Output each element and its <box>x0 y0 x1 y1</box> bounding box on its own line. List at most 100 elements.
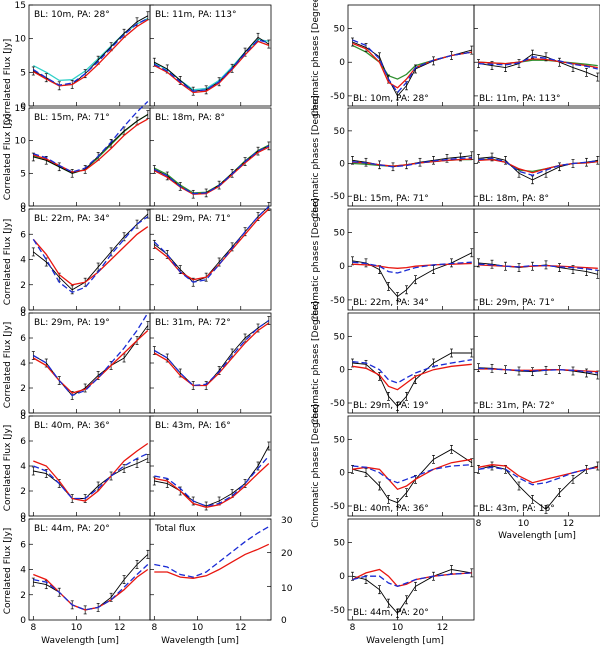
y-tick-label: 2 <box>20 281 26 291</box>
panel-label: BL: 18m, PA: 8° <box>155 113 225 123</box>
panel-label: BL: 43m, PA: 16° <box>155 421 231 431</box>
panel-frame <box>473 107 600 207</box>
x-tick-label: 8 <box>151 623 157 633</box>
xlabel-right-col-2: Wavelength [um] <box>498 531 576 541</box>
panel-13: BL: 11m, PA: 113° <box>473 4 600 107</box>
y-tick-label: 0 <box>20 202 26 212</box>
panel-1: BL: 11m, PA: 113° <box>149 4 272 107</box>
y-tick-label: 50 <box>334 539 346 549</box>
series-data <box>352 252 473 298</box>
panel-label: BL: 22m, PA: 34° <box>34 214 110 224</box>
panel-21: 8 10 12 BL: 43m, PA: 16° <box>473 415 600 529</box>
series-model_red <box>154 463 270 508</box>
panel-6: 0 2 4 6 8 BL: 29m, PA: 19° <box>20 309 151 419</box>
left-ylabel-4: Correlated Flux [Jy] <box>3 322 13 409</box>
series-model_blue <box>33 101 149 173</box>
panel-frame <box>347 107 475 207</box>
panel-label: BL: 31m, PA: 72° <box>155 318 231 328</box>
y-tick-label: 6 <box>20 437 26 447</box>
y-tick-label: -50 <box>330 92 345 102</box>
panel-16: -50 0 50 BL: 22m, PA: 34° <box>330 208 475 311</box>
panel-15: BL: 18m, PA: 8° <box>473 107 600 207</box>
total-flux-right-tick-0: 0 <box>281 616 287 626</box>
panel-frame <box>149 4 272 107</box>
panel-frame <box>347 518 475 621</box>
series-model_blue <box>352 157 472 168</box>
panel-frame <box>149 107 272 207</box>
series-data <box>154 445 270 507</box>
y-tick-label: -50 <box>330 606 345 616</box>
y-tick-label: 0 <box>339 262 345 272</box>
series-model_blue <box>352 39 472 94</box>
series-model_red <box>153 322 270 387</box>
panel-frame <box>149 208 272 311</box>
y-tick-label: 8 <box>20 205 26 215</box>
panel-8: 0 2 4 6 8 BL: 40m, PA: 36° <box>20 412 151 522</box>
series-model_blue <box>478 466 598 486</box>
series-model_red <box>154 146 270 195</box>
series-model_red <box>32 226 149 286</box>
series-model_cyan <box>154 38 269 91</box>
y-tick-label: 0 <box>339 469 345 479</box>
series-model_red <box>154 543 270 579</box>
left-ylabel-5: Correlated Flux [Jy] <box>3 425 13 512</box>
right-ylabel-2: Chromatic phases [Degree] <box>311 95 321 219</box>
panel-label: BL: 11m, PA: 113° <box>155 10 236 20</box>
series-model_blue <box>352 261 472 274</box>
panel-5: BL: 29m, PA: 71° <box>149 202 272 311</box>
y-tick-label: 0 <box>20 102 26 112</box>
panels-layer: 0 5 10 15 BL: 10m, PA: 28° BL: 11m, PA: 113° 0… <box>15 1 600 633</box>
series-data <box>352 448 473 504</box>
panel-label: BL: 10m, PA: 28° <box>353 94 429 104</box>
panel-17: BL: 29m, PA: 71° <box>473 208 600 311</box>
y-tick-label: -50 <box>330 192 345 202</box>
panel-11: 8 10 12 Total flux <box>149 518 272 633</box>
y-tick-label: 6 <box>20 334 26 344</box>
left-ylabel-6: Correlated Flux [Jy] <box>3 528 13 615</box>
panel-label: BL: 31m, PA: 72° <box>479 401 555 411</box>
series-model_blue <box>153 319 270 387</box>
panel-label: BL: 44m, PA: 20° <box>353 608 429 618</box>
y-tick-label: 6 <box>20 230 26 240</box>
series-model_blue <box>352 572 472 587</box>
series-model_blue <box>33 564 149 611</box>
y-tick-label: 10 <box>15 35 27 45</box>
panel-frame <box>473 208 600 311</box>
panel-frame <box>149 518 272 621</box>
panel-label: BL: 15m, PA: 71° <box>353 194 429 204</box>
y-tick-label: 4 <box>20 462 26 472</box>
left-ylabel-3: Correlated Flux [Jy] <box>3 219 13 306</box>
series-model_blue <box>32 216 149 294</box>
y-tick-label: 4 <box>20 566 26 576</box>
series-model_red <box>352 458 472 491</box>
series-data <box>33 114 149 174</box>
series-model_red <box>33 442 149 502</box>
y-tick-label: 2 <box>20 591 26 601</box>
series-model_blue <box>352 359 472 384</box>
series-data <box>352 569 472 615</box>
series-model_red <box>478 58 598 69</box>
panel-frame <box>28 4 151 107</box>
y-tick-label: 2 <box>20 384 26 394</box>
panel-frame <box>28 518 151 621</box>
panel-10: 0 2 4 6 8 8 10 12 BL: 44m, PA: 20° <box>20 515 151 633</box>
series-model_red <box>352 363 472 391</box>
series-data <box>33 325 149 397</box>
panel-label: BL: 22m, PA: 34° <box>353 298 429 308</box>
panel-frame <box>347 208 475 311</box>
panel-frame <box>28 208 151 311</box>
y-tick-label: -50 <box>330 502 345 512</box>
left-ylabel-1: Correlated Flux [Jy] <box>3 39 13 126</box>
panel-14: -50 0 50 BL: 15m, PA: 71° <box>330 107 475 207</box>
panel-frame <box>473 312 600 414</box>
y-tick-label: 5 <box>20 169 26 179</box>
panel-label: BL: 40m, PA: 36° <box>34 421 110 431</box>
panel-9: BL: 43m, PA: 16° <box>149 415 272 517</box>
y-tick-label: 8 <box>20 515 26 525</box>
right-ylabel-1: Chromatic phases [Degree] <box>311 0 321 117</box>
series-model_red <box>154 40 270 94</box>
y-tick-label: 6 <box>20 540 26 550</box>
y-tick-label: 8 <box>20 412 26 422</box>
series-model_red <box>153 208 270 281</box>
panel-19: BL: 31m, PA: 72° <box>473 312 600 414</box>
